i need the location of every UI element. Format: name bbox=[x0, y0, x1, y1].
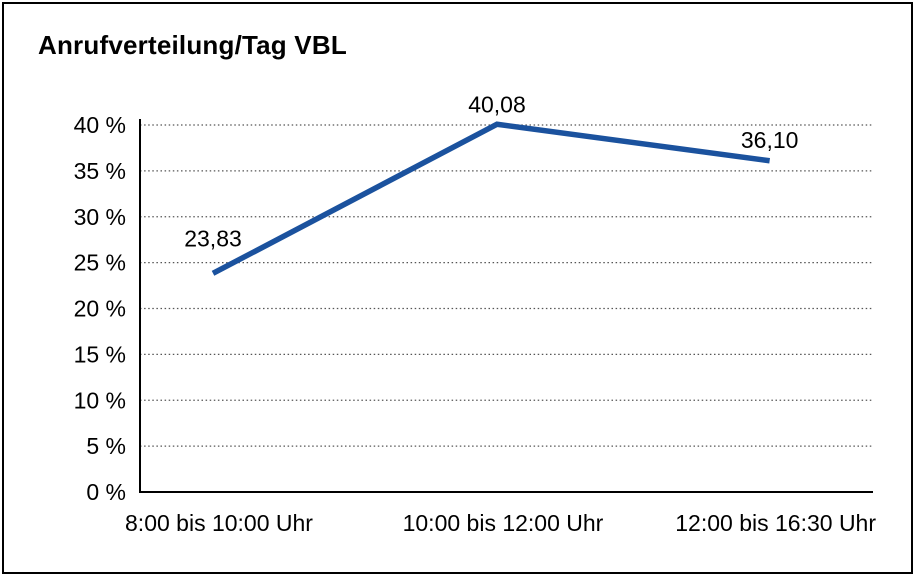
y-axis-tick-label: 35 % bbox=[74, 158, 126, 184]
y-axis-tick-label: 40 % bbox=[74, 112, 126, 138]
data-line bbox=[211, 121, 771, 276]
y-axis-tick-label: 20 % bbox=[74, 296, 126, 322]
x-axis-category-label: 10:00 bis 12:00 Uhr bbox=[403, 510, 604, 536]
labels-group: 0 % 5 % 10 % 15 % 20 % 25 % 30 % 35 % 40 % 23,83 4… bbox=[74, 91, 877, 536]
y-axis-tick-label: 5 % bbox=[86, 433, 126, 459]
y-axis-tick-label: 25 % bbox=[74, 250, 126, 276]
x-axis-category-label: 12:00 bis 16:30 Uhr bbox=[675, 510, 876, 536]
y-axis-tick-label: 15 % bbox=[74, 341, 126, 367]
data-series-group bbox=[211, 121, 771, 276]
y-axis-tick-label: 10 % bbox=[74, 387, 126, 413]
x-axis-category-label: 8:00 bis 10:00 Uhr bbox=[125, 510, 313, 536]
axes-group bbox=[139, 119, 873, 493]
chart-title: Anrufverteilung/Tag VBL bbox=[38, 30, 347, 60]
y-axis-tick-label: 30 % bbox=[74, 204, 126, 230]
data-point-label: 23,83 bbox=[184, 225, 242, 251]
y-axis-tick-label: 0 % bbox=[86, 479, 126, 505]
gridlines-group bbox=[140, 124, 873, 447]
data-point-label: 40,08 bbox=[468, 91, 526, 117]
data-point-label: 36,10 bbox=[741, 127, 799, 153]
